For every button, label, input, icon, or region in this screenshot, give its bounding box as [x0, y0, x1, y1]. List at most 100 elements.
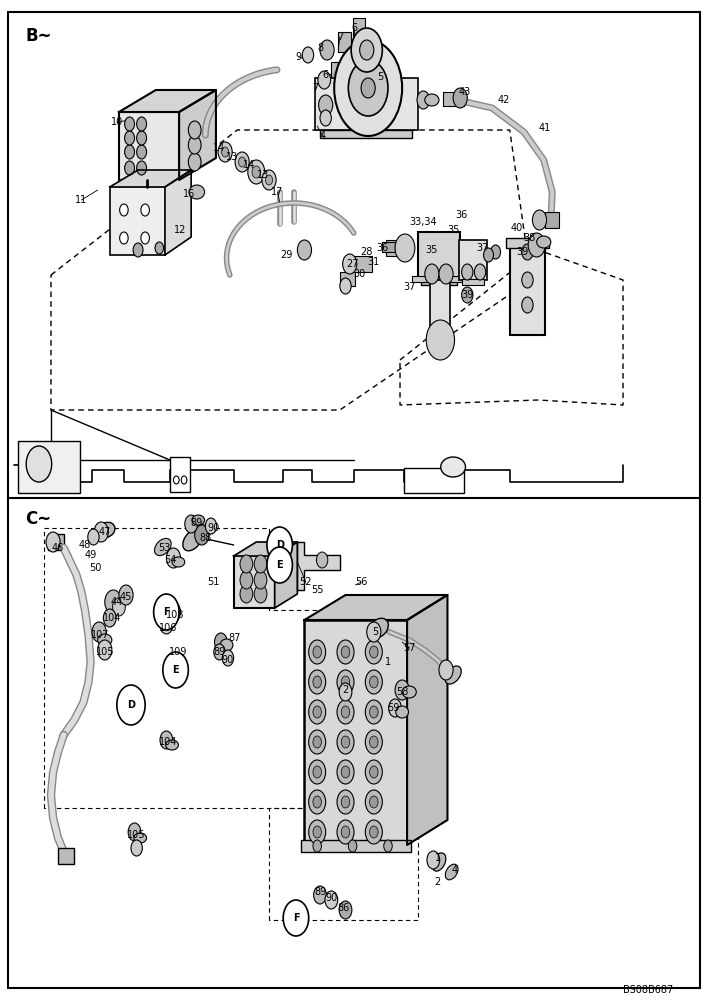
Ellipse shape	[432, 853, 446, 871]
Circle shape	[137, 145, 147, 159]
Circle shape	[395, 680, 409, 700]
Text: D: D	[275, 540, 284, 550]
Circle shape	[361, 78, 375, 98]
Text: 51: 51	[207, 577, 220, 587]
Polygon shape	[179, 90, 216, 180]
FancyBboxPatch shape	[8, 12, 700, 988]
Circle shape	[131, 840, 142, 856]
Polygon shape	[119, 90, 216, 112]
Ellipse shape	[192, 515, 205, 525]
Circle shape	[439, 660, 453, 680]
Text: 4: 4	[320, 131, 326, 141]
FancyBboxPatch shape	[430, 280, 450, 335]
Circle shape	[267, 527, 292, 563]
Circle shape	[313, 706, 321, 718]
Ellipse shape	[402, 686, 416, 698]
FancyBboxPatch shape	[304, 620, 407, 845]
Circle shape	[313, 646, 321, 658]
Text: 90: 90	[325, 893, 338, 903]
Text: 47: 47	[98, 527, 111, 537]
FancyBboxPatch shape	[119, 112, 179, 180]
Text: 41: 41	[539, 123, 552, 133]
Circle shape	[341, 796, 350, 808]
Circle shape	[316, 552, 328, 568]
Circle shape	[395, 234, 415, 262]
Circle shape	[188, 153, 201, 171]
Circle shape	[337, 820, 354, 844]
Circle shape	[262, 170, 276, 190]
Circle shape	[341, 736, 350, 748]
Circle shape	[462, 287, 473, 303]
Circle shape	[125, 117, 135, 131]
Circle shape	[26, 446, 52, 482]
Text: 45: 45	[120, 592, 132, 602]
Circle shape	[88, 529, 99, 545]
Text: 42: 42	[498, 95, 510, 105]
Text: 6: 6	[323, 70, 329, 80]
Circle shape	[309, 790, 326, 814]
Circle shape	[427, 851, 440, 869]
Circle shape	[365, 640, 382, 664]
FancyBboxPatch shape	[386, 240, 401, 256]
FancyBboxPatch shape	[462, 279, 484, 285]
Ellipse shape	[445, 864, 458, 880]
Polygon shape	[297, 542, 340, 590]
Text: 1: 1	[435, 853, 440, 863]
Polygon shape	[407, 595, 447, 845]
Text: 4: 4	[452, 865, 457, 875]
Circle shape	[522, 272, 533, 288]
Text: 89: 89	[314, 887, 326, 897]
Circle shape	[166, 602, 181, 622]
Text: 90: 90	[222, 655, 234, 665]
FancyBboxPatch shape	[338, 32, 351, 52]
Circle shape	[154, 594, 179, 630]
FancyBboxPatch shape	[234, 556, 275, 608]
FancyBboxPatch shape	[510, 245, 545, 335]
Text: 105: 105	[96, 647, 114, 657]
Circle shape	[528, 233, 545, 257]
Circle shape	[365, 820, 382, 844]
Circle shape	[343, 254, 357, 274]
Circle shape	[313, 676, 321, 688]
Circle shape	[439, 264, 453, 284]
FancyBboxPatch shape	[382, 242, 395, 252]
Circle shape	[348, 840, 357, 852]
Text: 5: 5	[372, 627, 378, 637]
Circle shape	[120, 232, 128, 244]
Polygon shape	[110, 170, 191, 187]
Circle shape	[105, 590, 122, 614]
Circle shape	[141, 232, 149, 244]
Text: 7: 7	[312, 83, 318, 93]
Circle shape	[309, 640, 326, 664]
Ellipse shape	[353, 35, 365, 45]
Text: 39: 39	[516, 247, 529, 257]
Circle shape	[309, 760, 326, 784]
Text: 7: 7	[337, 32, 343, 42]
Circle shape	[341, 826, 350, 838]
Text: 106: 106	[159, 623, 178, 633]
Text: 29: 29	[280, 250, 293, 260]
Circle shape	[137, 131, 147, 145]
Circle shape	[125, 145, 135, 159]
Circle shape	[314, 886, 326, 904]
Circle shape	[337, 700, 354, 724]
Text: 35: 35	[447, 225, 459, 235]
Circle shape	[125, 161, 135, 175]
Circle shape	[365, 760, 382, 784]
FancyBboxPatch shape	[18, 441, 80, 493]
Circle shape	[425, 264, 439, 284]
Text: 53: 53	[158, 543, 171, 553]
Text: 11: 11	[75, 195, 88, 205]
Text: 48: 48	[79, 540, 91, 550]
Circle shape	[417, 91, 430, 109]
Circle shape	[370, 676, 378, 688]
Circle shape	[309, 730, 326, 754]
Text: 27: 27	[346, 259, 359, 269]
Circle shape	[462, 264, 473, 280]
Circle shape	[185, 515, 198, 533]
Circle shape	[532, 210, 547, 230]
Circle shape	[337, 670, 354, 694]
Text: 38: 38	[523, 233, 536, 243]
Text: 33,34: 33,34	[409, 217, 438, 227]
FancyBboxPatch shape	[58, 848, 74, 864]
